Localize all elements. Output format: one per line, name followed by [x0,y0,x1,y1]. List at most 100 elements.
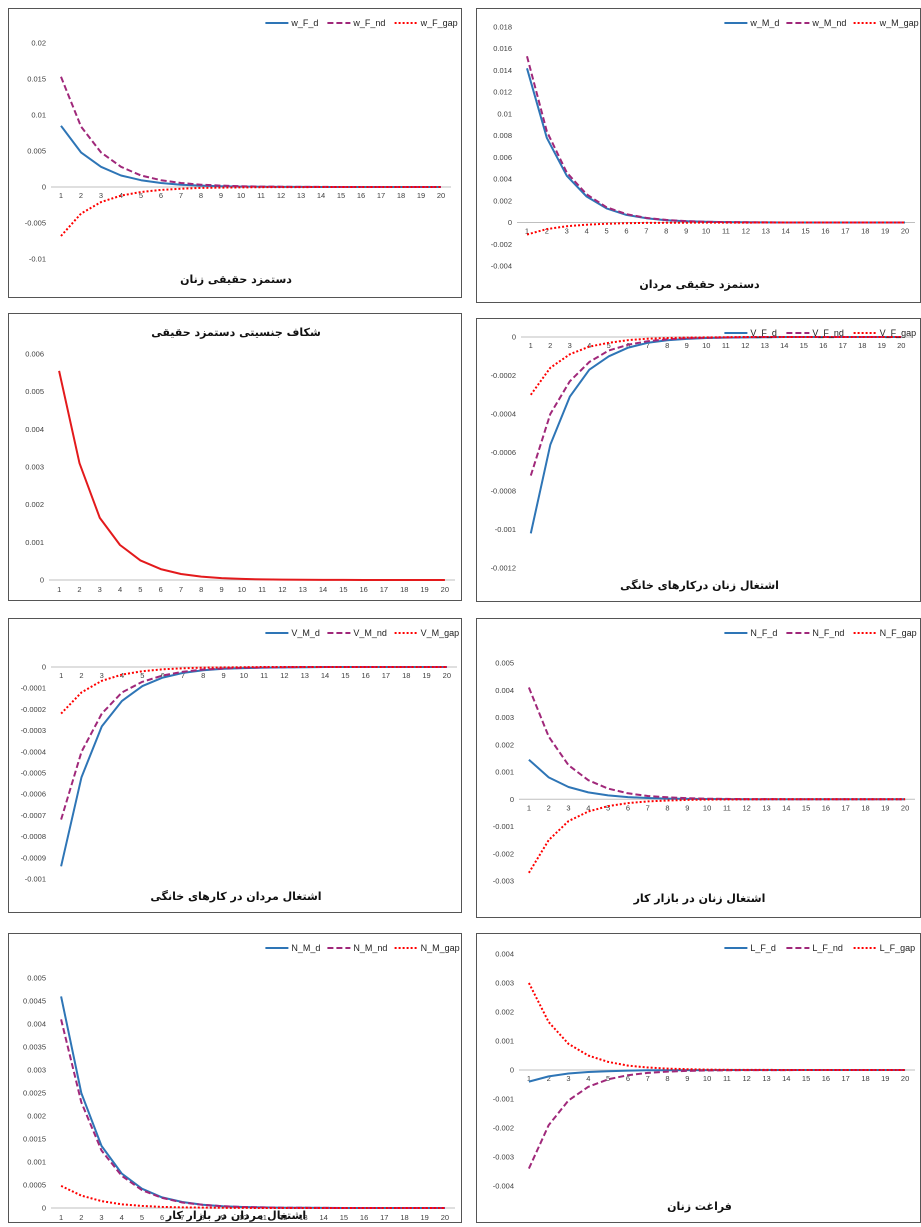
y-tick-label: 0.002 [25,500,44,509]
x-tick-label: 5 [607,341,611,350]
series-line-N_F_nd [527,687,906,801]
y-tick-label: -0.001 [493,1095,514,1104]
x-tick-label: 7 [646,803,650,812]
legend-label: N_F_d [750,628,777,638]
x-tick-label: 7 [179,191,183,200]
x-tick-label: 11 [722,341,730,350]
y-tick-label: -0.0004 [491,410,516,419]
chart-men-real-wage: -0.004 -0.002 0 0.002 0.004 0.006 0.008 0.01 0.0… [491,18,919,291]
series-line-w_M_gap [526,221,905,236]
y-tick-label: 0.006 [25,350,44,359]
x-tick-label: 18 [858,341,866,350]
y-tick-label: -0.0008 [21,832,46,841]
chart-men-labor-market: 0 0.0005 0.001 0.0015 0.002 0.0025 0.003 0.0035… [23,943,460,1222]
y-tick-label: -0.0012 [491,564,516,573]
legend-label: N_M_d [291,943,320,953]
series-line-w_F_gap [60,186,441,237]
x-tick-label: 17 [380,585,388,594]
x-tick-label: 16 [822,803,830,812]
x-tick-label: 7 [646,341,650,350]
chart-panel-women-leisure: -0.004 -0.003 -0.002 -0.001 0 0.001 0.002 0.003… [476,933,921,1223]
x-tick-label: 11 [257,191,265,200]
x-tick-label: 9 [685,803,689,812]
y-tick-label: -0.0002 [21,705,46,714]
x-tick-label: 19 [881,803,889,812]
chart-title: شکاف جنسیتی دستمزد حقیقی [151,326,321,339]
x-tick-label: 10 [240,671,248,680]
series-line-gap-0 [58,370,445,581]
chart-panel-women-home-work: -0.0012 -0.001 -0.0008 -0.0006 -0.0004 -0.000… [476,318,921,602]
chart-title: دستمزد حقیقی مردان [639,278,760,291]
chart-title: فراغت زنان [667,1200,732,1213]
x-tick-label: 17 [839,341,847,350]
legend-label: L_F_nd [812,943,843,953]
x-tick-label: 8 [199,191,203,200]
x-tick-label: 1 [59,671,63,680]
x-tick-label: 12 [278,585,286,594]
x-tick-label: 4 [120,1213,124,1222]
x-tick-label: 18 [400,1213,408,1222]
y-tick-label: 0 [512,333,516,342]
x-tick-label: 1 [59,1213,63,1222]
x-tick-label: 16 [821,227,829,236]
x-tick-label: 14 [782,803,790,812]
legend-label: L_F_d [750,943,776,953]
y-tick-label: -0.003 [493,1153,514,1162]
series-line-N_M_d [60,996,445,1209]
y-tick-label: -0.0003 [21,726,46,735]
series-line-V_F_d [529,336,902,534]
x-tick-label: 16 [822,1074,830,1083]
chart-title: اشتغال مردان در کارهای خانگی [150,890,321,903]
y-tick-label: 0.016 [493,44,512,53]
legend-label: w_F_d [290,18,318,28]
y-tick-label: 0.01 [31,111,46,120]
series-line-N_M_gap [60,1184,445,1209]
x-tick-label: 5 [140,1213,144,1222]
series-line-L_F_gap [528,982,906,1071]
y-tick-label: 0 [40,576,44,585]
x-tick-label: 12 [743,1074,751,1083]
x-tick-label: 9 [221,671,225,680]
x-tick-label: 4 [586,803,590,812]
x-tick-label: 16 [357,191,365,200]
y-tick-label: 0 [508,218,512,227]
x-tick-label: 7 [181,671,185,680]
y-tick-label: 0.001 [25,538,44,547]
x-tick-label: 13 [762,227,770,236]
y-tick-label: -0.0008 [491,487,516,496]
series-line-V_F_nd [529,336,902,476]
x-tick-label: 2 [77,585,81,594]
x-tick-label: 9 [685,1074,689,1083]
legend-label: V_F_gap [880,328,917,338]
legend-label: V_F_d [750,328,777,338]
x-tick-label: 4 [587,341,591,350]
y-tick-label: 0.002 [27,1112,46,1121]
legend-label: N_F_gap [880,628,917,638]
y-tick-label: -0.01 [29,255,46,264]
x-tick-label: 20 [441,1213,449,1222]
x-tick-label: 8 [664,227,668,236]
x-tick-label: 13 [299,585,307,594]
x-tick-label: 11 [722,227,730,236]
x-tick-label: 20 [441,585,449,594]
x-tick-label: 11 [258,585,266,594]
chart-panel-women-labor-market: -0.003 -0.002 -0.001 0 0.001 0.002 0.003 0.004 0… [476,618,921,918]
x-tick-label: 14 [320,1213,328,1222]
x-tick-label: 9 [219,191,223,200]
x-tick-label: 19 [881,1074,889,1083]
y-tick-label: 0 [510,795,514,804]
x-tick-label: 20 [901,803,909,812]
chart-women-leisure: -0.004 -0.003 -0.002 -0.001 0 0.001 0.002 0.003… [493,943,915,1213]
x-tick-label: 17 [377,191,385,200]
x-tick-label: 17 [842,803,850,812]
y-tick-label: -0.001 [493,822,514,831]
x-tick-label: 5 [606,1074,610,1083]
legend-label: V_M_d [291,628,320,638]
y-tick-label: 0.006 [493,153,512,162]
x-tick-label: 14 [782,1074,790,1083]
legend-label: w_M_nd [811,18,846,28]
x-tick-label: 19 [881,227,889,236]
x-tick-label: 15 [800,341,808,350]
